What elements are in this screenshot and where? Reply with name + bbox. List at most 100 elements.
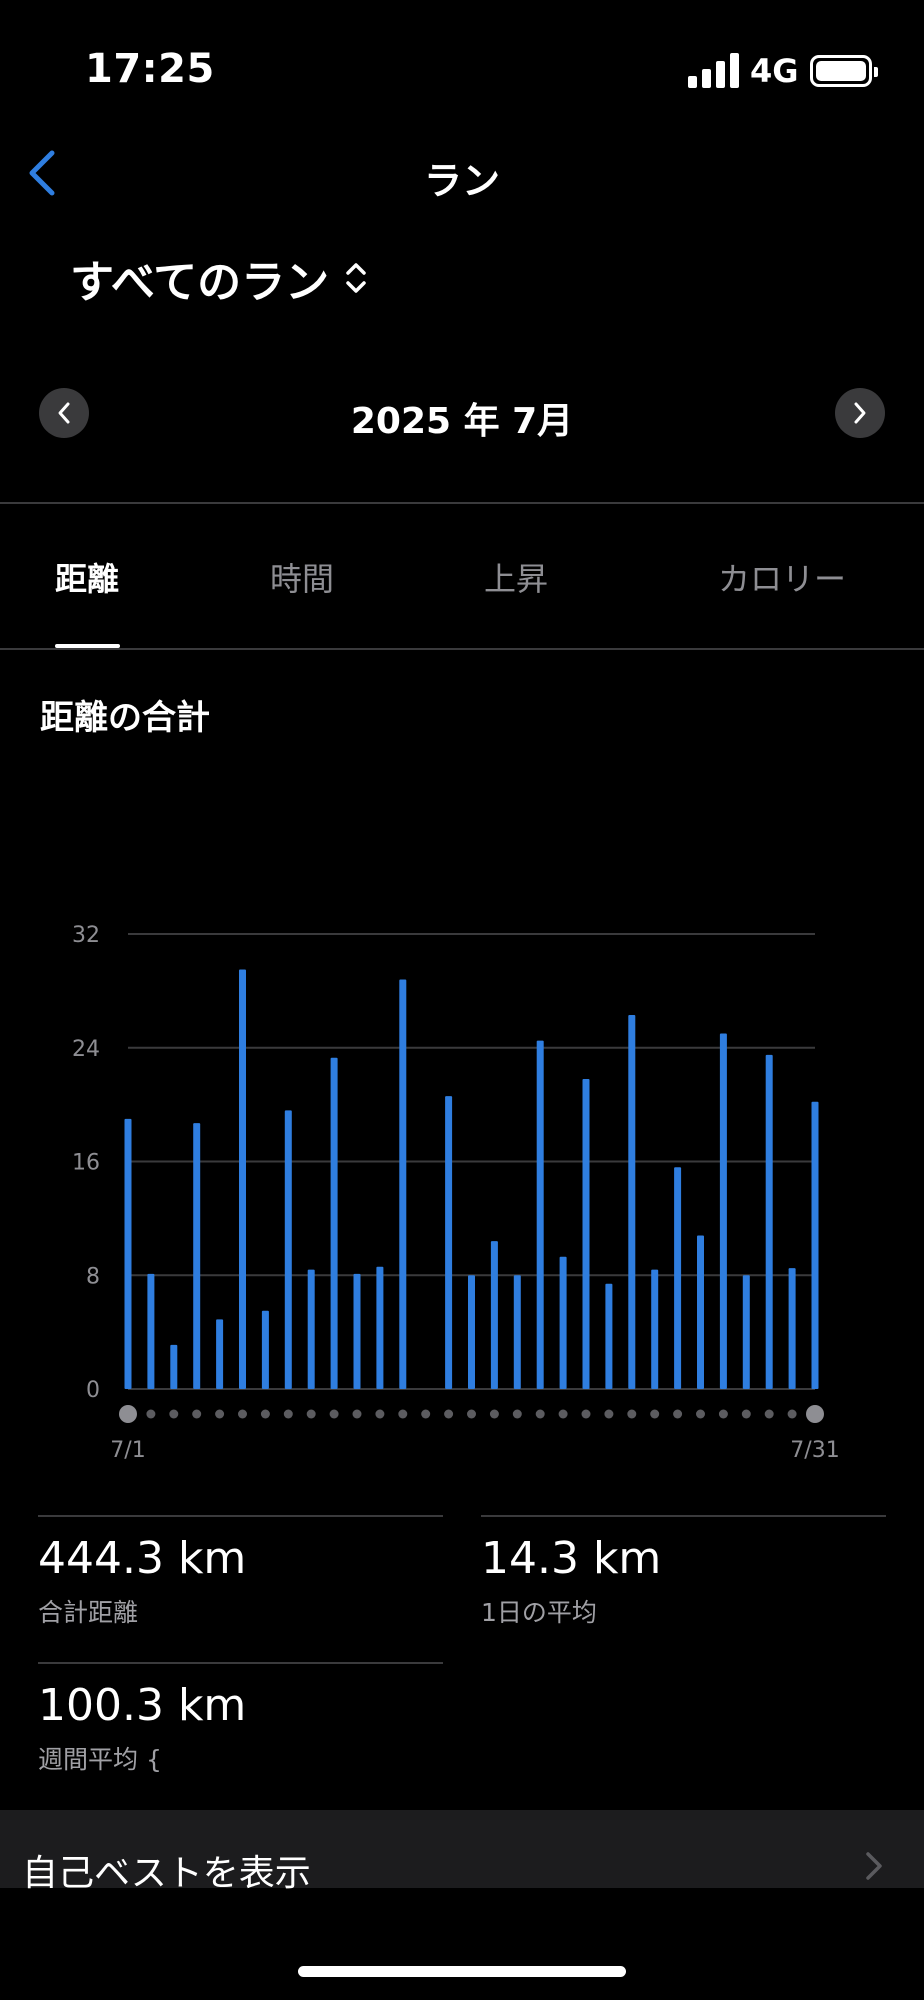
day-dot-7/15: [444, 1409, 454, 1419]
stat-divider: [38, 1515, 443, 1517]
home-indicator[interactable]: [298, 1966, 626, 1977]
bar-7/17: [490, 1241, 498, 1389]
day-dot-7/18: [512, 1409, 522, 1419]
day-dot-7/16: [467, 1409, 476, 1419]
bar-7/23: [628, 1015, 636, 1389]
y-tick-label: 24: [72, 1037, 100, 1062]
day-dot-7/30: [787, 1409, 797, 1419]
x-tick-label-end: 7/31: [790, 1438, 839, 1463]
day-dot-7/22: [604, 1409, 614, 1419]
previous-month-button[interactable]: [39, 388, 89, 438]
weekly-average-value: 100.3 km: [38, 1680, 247, 1731]
bar-7/11: [353, 1273, 361, 1389]
total-distance-value: 444.3 km: [38, 1533, 247, 1584]
bar-7/31: [811, 1101, 819, 1389]
daily-average-label: 1日の平均: [481, 1598, 597, 1627]
day-dot-7/10: [329, 1409, 339, 1419]
bar-7/22: [605, 1283, 613, 1389]
day-dot-7/5: [215, 1409, 225, 1419]
tab-distance[interactable]: 距離: [55, 560, 120, 598]
chevron-right-icon: [866, 1852, 882, 1880]
y-tick-label: 32: [72, 923, 100, 948]
day-dot-7/31: [806, 1405, 824, 1423]
bar-7/20: [559, 1256, 567, 1389]
y-tick-label: 0: [86, 1378, 100, 1403]
day-dot-7/1: [119, 1405, 137, 1423]
stat-divider: [38, 1662, 443, 1664]
activity-filter-dropdown[interactable]: すべてのラン: [70, 246, 369, 310]
back-button[interactable]: [22, 145, 72, 201]
bar-7/30: [788, 1268, 796, 1389]
bar-7/16: [468, 1275, 475, 1389]
distance-bar-chart: 0 8 16 24 32 7/1 7/31: [72, 923, 840, 1463]
bar-7/21: [582, 1079, 590, 1389]
day-dot-7/14: [421, 1409, 431, 1419]
day-dot-7/23: [627, 1409, 637, 1419]
bar-7/19: [536, 1040, 544, 1389]
day-dot-7/3: [169, 1409, 179, 1419]
show-personal-best-button[interactable]: 自己ベストを表示: [0, 1810, 924, 1894]
status-time: 17:25: [85, 46, 215, 92]
day-dot-7/19: [535, 1409, 545, 1419]
network-type: 4G: [750, 52, 799, 90]
month-label: 2025 年 7月: [350, 401, 574, 442]
bar-7/10: [330, 1057, 338, 1389]
day-dot-7/7: [260, 1409, 270, 1419]
tab-time[interactable]: 時間: [270, 560, 335, 598]
stat-divider: [481, 1515, 886, 1517]
y-tick-label: 8: [86, 1264, 100, 1289]
bar-7/6: [239, 969, 246, 1389]
bar-7/15: [445, 1096, 453, 1389]
bar-7/24: [651, 1269, 659, 1389]
day-dot-7/12: [375, 1409, 385, 1419]
x-tick-label-start: 7/1: [110, 1438, 145, 1463]
section-title: 距離の合計: [40, 698, 210, 738]
tab-calories[interactable]: カロリー: [718, 560, 847, 598]
day-dot-7/27: [718, 1409, 728, 1419]
day-dot-7/26: [696, 1409, 705, 1419]
active-tab-indicator: [55, 644, 120, 648]
next-month-button[interactable]: [835, 388, 885, 438]
bar-7/18: [513, 1275, 521, 1389]
day-dot-7/8: [283, 1409, 293, 1419]
bar-7/12: [376, 1266, 384, 1389]
day-dot-7/28: [741, 1409, 751, 1419]
bar-7/27: [719, 1033, 727, 1389]
chevron-left-icon: [29, 150, 55, 196]
bar-7/29: [765, 1054, 773, 1389]
weekly-average-label: 週間平均 {: [38, 1745, 162, 1774]
y-tick-label: 16: [72, 1151, 100, 1176]
divider: [0, 648, 924, 650]
bar-7/8: [284, 1110, 292, 1389]
personal-best-label: 自己ベストを表示: [22, 1853, 311, 1894]
day-dot-7/29: [764, 1409, 774, 1419]
up-down-chevron-icon: [346, 263, 366, 293]
activity-filter-label: すべてのラン: [70, 257, 330, 308]
bar-7/9: [307, 1269, 315, 1389]
page-title: ラン: [423, 159, 500, 203]
day-dot-7/21: [581, 1409, 591, 1419]
bar-7/4: [193, 1123, 201, 1389]
day-dot-7/2: [146, 1409, 156, 1419]
bar-7/28: [742, 1275, 750, 1389]
divider: [0, 502, 924, 504]
day-dot-7/6: [238, 1409, 247, 1419]
daily-average-value: 14.3 km: [481, 1533, 662, 1584]
day-dot-7/17: [489, 1409, 499, 1419]
day-dot-7/25: [673, 1409, 683, 1419]
day-dot-7/13: [398, 1409, 408, 1419]
bar-7/25: [674, 1167, 682, 1389]
bar-7/13: [399, 979, 407, 1389]
day-dot-7/4: [192, 1409, 202, 1419]
chevron-left-icon: [58, 402, 70, 424]
cellular-signal-icon: [688, 52, 740, 88]
bar-7/5: [216, 1319, 224, 1389]
tab-elevation[interactable]: 上昇: [484, 560, 549, 598]
day-dot-7/24: [650, 1409, 660, 1419]
day-dot-7/9: [306, 1409, 316, 1419]
day-dot-7/11: [352, 1409, 362, 1419]
bar-7/1: [124, 1118, 132, 1389]
total-distance-label: 合計距離: [38, 1598, 139, 1627]
bar-7/7: [261, 1310, 269, 1389]
battery-icon: [810, 55, 878, 87]
